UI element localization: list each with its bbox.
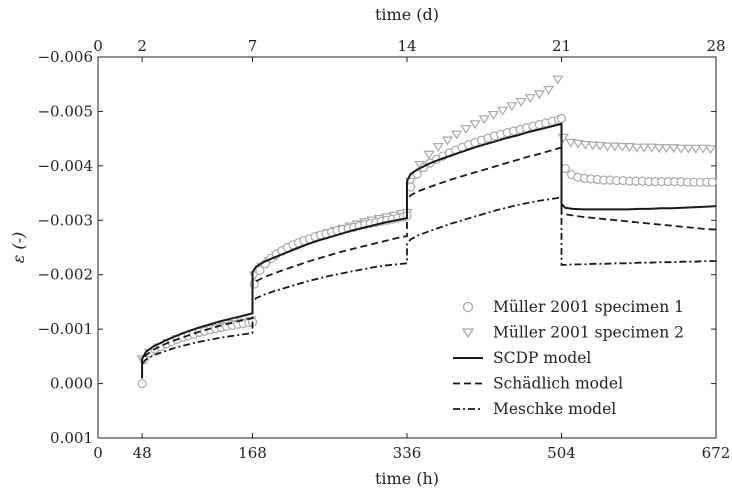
data-point [587, 141, 599, 151]
legend-label: SCDP model [493, 349, 591, 367]
y-tick-label: 0.001 [50, 429, 93, 447]
data-point [616, 143, 628, 152]
legend-item: SCDP model [453, 349, 591, 367]
data-point [646, 143, 658, 153]
data-point [533, 90, 546, 100]
series-line [141, 122, 717, 379]
y-axis-label: ε (-) [9, 232, 28, 264]
data-point [451, 130, 463, 140]
data-point [556, 113, 567, 124]
data-point [487, 110, 500, 120]
top-x-axis-label: time (d) [375, 5, 439, 24]
data-series [136, 75, 717, 389]
data-point [579, 140, 591, 150]
data-point [601, 142, 614, 152]
data-point [631, 143, 643, 153]
top-x-tick-label: 14 [397, 37, 416, 55]
data-point [497, 106, 509, 116]
data-point [460, 125, 472, 135]
data-point [137, 378, 147, 389]
data-point [682, 144, 694, 154]
series-3 [141, 146, 717, 379]
series-line [141, 146, 717, 379]
data-point [565, 138, 577, 148]
data-point [707, 177, 717, 187]
data-point [423, 150, 435, 160]
legend-item: Müller 2001 specimen 1 [462, 298, 684, 316]
data-point [432, 143, 444, 152]
data-point [594, 141, 606, 151]
series-4 [141, 196, 716, 379]
data-point [638, 143, 650, 153]
data-point [543, 85, 555, 95]
data-point [478, 115, 490, 125]
x-tick-label: 168 [238, 444, 267, 462]
x-tick-label: 504 [547, 444, 576, 462]
y-tick-label: 0.000 [50, 375, 93, 393]
x-tick-label: 672 [702, 444, 731, 462]
x-axis-label: time (h) [375, 469, 439, 488]
legend-marker [462, 301, 474, 313]
y-tick-label: −0.005 [37, 102, 93, 120]
y-tick-label: −0.002 [37, 266, 93, 284]
y-tick-label: −0.003 [37, 211, 93, 229]
legend-item: Schädlich model [453, 375, 623, 393]
data-point [653, 144, 665, 154]
legend-label: Müller 2001 specimen 1 [493, 298, 684, 316]
data-point [255, 265, 265, 275]
data-point [441, 136, 454, 146]
data-point [697, 144, 709, 154]
legend-label: Meschke model [493, 400, 616, 418]
data-point [623, 143, 636, 152]
y-tick-label: −0.001 [37, 320, 93, 338]
top-x-tick-label: 0 [93, 37, 103, 55]
series-line [141, 196, 716, 379]
data-point [660, 144, 672, 154]
data-point [469, 120, 481, 130]
data-point [704, 145, 717, 155]
legend-item: Müller 2001 specimen 2 [461, 324, 684, 342]
data-point [668, 144, 680, 154]
data-point [572, 139, 584, 149]
series-2 [141, 122, 717, 379]
x-tick-label: 0 [93, 444, 103, 462]
top-x-tick-label: 2 [137, 37, 147, 55]
data-point [609, 142, 621, 152]
x-tick-label: 336 [393, 444, 422, 462]
legend-marker [461, 328, 475, 339]
data-point [506, 102, 518, 112]
plot-border [97, 56, 717, 439]
data-point [515, 97, 527, 107]
top-x-tick-label: 7 [248, 37, 258, 55]
y-tick-label: −0.004 [37, 157, 93, 175]
legend: Müller 2001 specimen 1 Müller 2001 specim… [453, 298, 684, 418]
data-point [524, 94, 536, 104]
axis-ticks: 0 48 168 336 504 672 0 2 7 14 21 28 −0.006 −0.005 −0.0… [37, 37, 730, 462]
top-x-tick-label: 28 [706, 37, 725, 55]
top-x-tick-label: 21 [552, 37, 571, 55]
x-tick-label: 48 [133, 444, 152, 462]
legend-label: Schädlich model [493, 375, 623, 393]
legend-label: Müller 2001 specimen 2 [493, 324, 684, 342]
y-tick-label: −0.006 [37, 48, 93, 66]
legend-item: Meschke model [453, 400, 616, 418]
data-point [690, 144, 702, 154]
plot-frame [97, 56, 717, 439]
data-point [675, 144, 687, 154]
data-point [552, 75, 564, 85]
